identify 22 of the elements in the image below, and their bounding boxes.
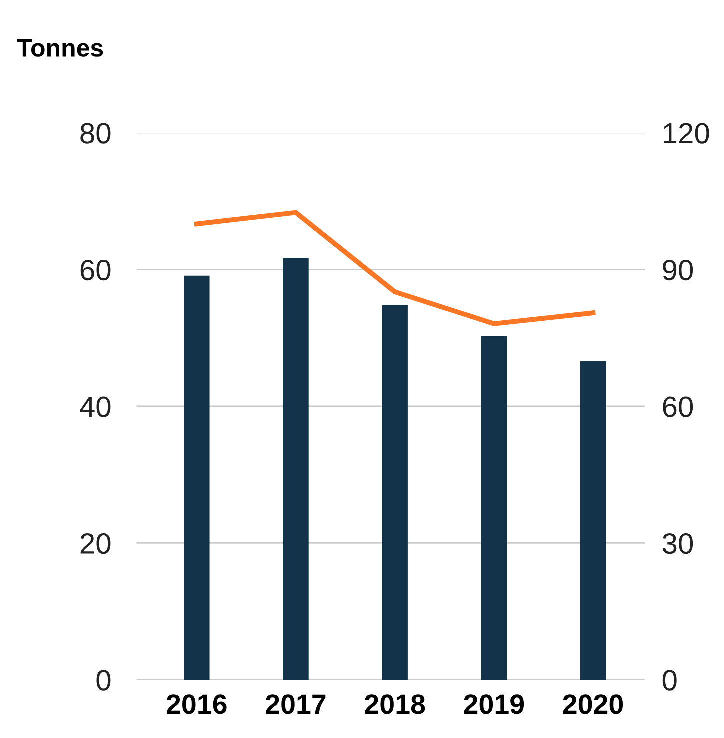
y2-tick-label: 0: [662, 670, 677, 691]
y-tick-label: 0: [96, 670, 111, 691]
y-tick-label: 80: [80, 123, 111, 144]
bar: [580, 361, 606, 680]
bar: [481, 336, 508, 680]
x-tick-label: 2018: [365, 694, 426, 714]
y2-tick-label: 30: [662, 533, 694, 554]
y2-tick-label: 120: [664, 123, 710, 144]
x-tick-label: 2017: [266, 694, 326, 714]
bar: [184, 276, 210, 680]
y-tick-label: 40: [80, 396, 111, 418]
y2-tick-label: 90: [663, 260, 694, 281]
x-tick-label: 2020: [563, 694, 624, 714]
x-tick-label: 2016: [166, 694, 227, 714]
line-series: [194, 210, 596, 326]
y2-tick-label: 60: [663, 396, 694, 418]
y-tick-label: 60: [80, 260, 111, 281]
y-axis-title: Tonnes: [17, 39, 104, 57]
y-tick-label: 20: [80, 533, 111, 554]
bar: [283, 258, 309, 680]
bar: [382, 305, 408, 680]
x-tick-label: 2019: [464, 694, 524, 714]
